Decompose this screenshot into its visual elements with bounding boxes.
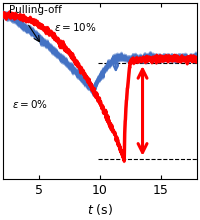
Text: Pulling-off: Pulling-off	[9, 5, 62, 15]
Text: $\varepsilon = 0\%$: $\varepsilon = 0\%$	[12, 98, 49, 110]
X-axis label: $t$ (s): $t$ (s)	[87, 202, 113, 217]
Text: $\varepsilon = 10\%$: $\varepsilon = 10\%$	[54, 21, 97, 33]
